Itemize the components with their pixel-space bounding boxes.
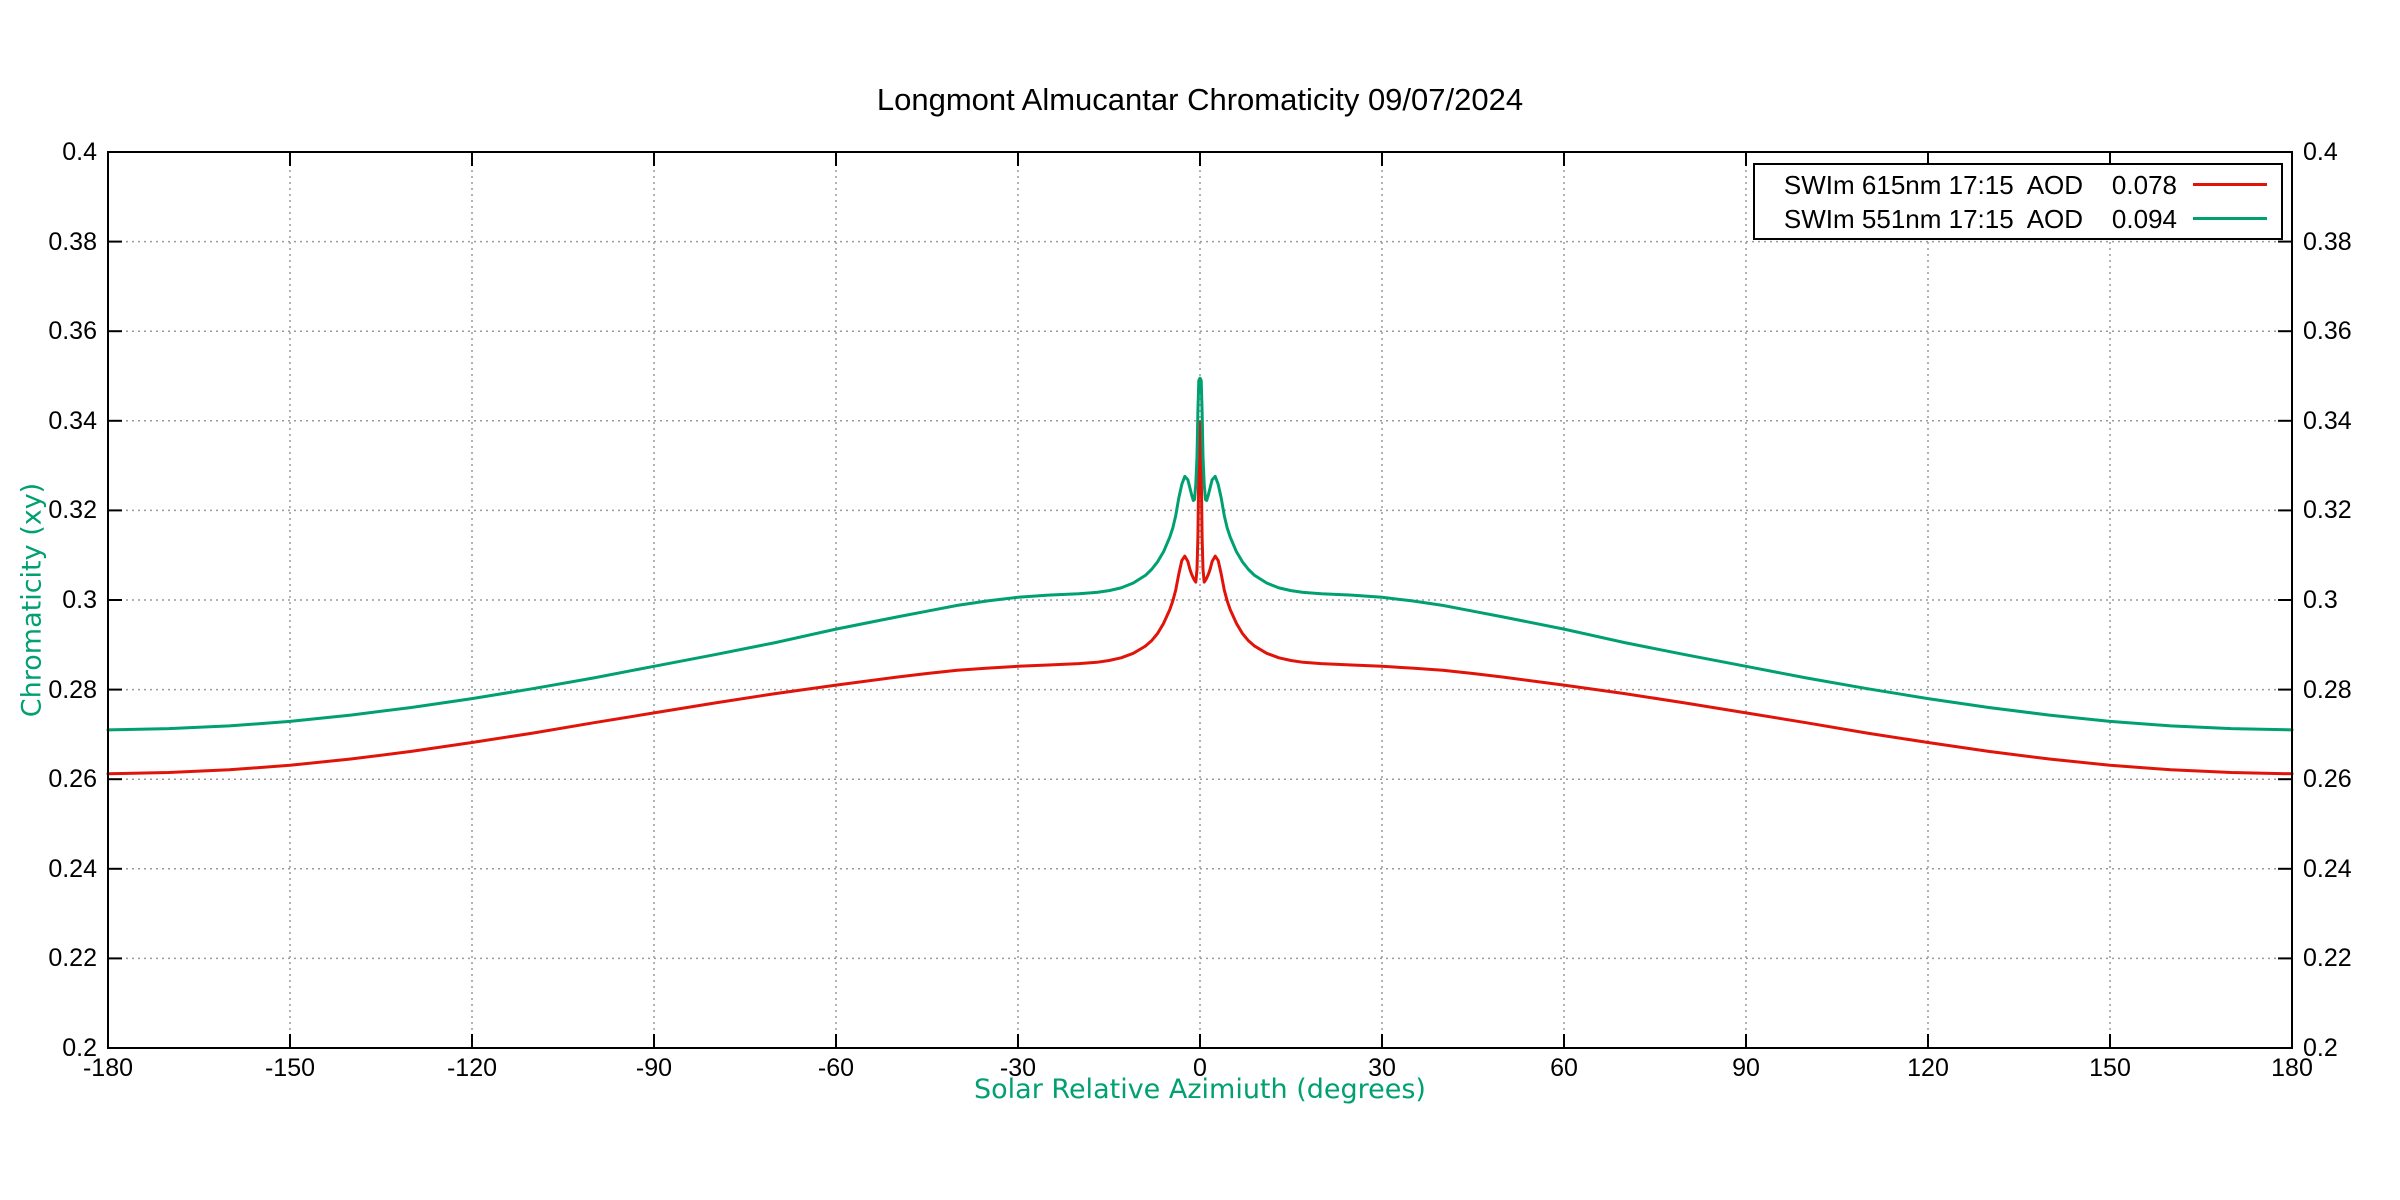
series-line-swim-551nm <box>106 376 2294 732</box>
legend-line-sample-green <box>2193 217 2267 220</box>
legend-label-615nm: SWIm 615nm 17:15 AOD 0.078 <box>1783 169 2177 200</box>
x-tick-label: -180 <box>82 1054 134 1082</box>
y-tick-label-left: 0.32 <box>48 496 97 525</box>
x-tick-label: 120 <box>1907 1054 1949 1082</box>
y-tick-label-right: 0.32 <box>2303 496 2352 525</box>
y-tick-label-right: 0.24 <box>2303 854 2352 883</box>
y-tick-label-right: 0.38 <box>2303 227 2352 256</box>
y-tick-label-left: 0.2 <box>62 1034 97 1062</box>
x-tick-label: 90 <box>1732 1054 1760 1082</box>
y-tick-label-right: 0.36 <box>2303 317 2352 346</box>
x-tick-label: -90 <box>635 1054 673 1082</box>
y-tick-label-left: 0.4 <box>62 138 97 166</box>
legend-entry-551nm: SWIm 551nm 17:15 AOD 0.094 <box>1763 202 2267 236</box>
y-tick-label-left: 0.36 <box>48 317 97 346</box>
chart-title: Longmont Almucantar Chromaticity 09/07/2… <box>876 82 1524 117</box>
legend-line-sample-red <box>2193 183 2267 186</box>
x-tick-label: -30 <box>999 1054 1037 1082</box>
y-tick-label-left: 0.3 <box>62 586 97 614</box>
series-line-swim-615nm <box>106 420 2294 776</box>
x-tick-label: 30 <box>1368 1054 1396 1082</box>
x-tick-label: -120 <box>446 1054 498 1082</box>
y-tick-label-left: 0.22 <box>48 944 97 973</box>
y-tick-label-right: 0.3 <box>2303 586 2338 614</box>
y-tick-label-left: 0.28 <box>48 675 97 704</box>
legend-entry-615nm: SWIm 615nm 17:15 AOD 0.078 <box>1763 168 2267 202</box>
y-tick-label-left: 0.24 <box>48 854 97 883</box>
x-tick-label: 150 <box>2089 1054 2131 1082</box>
legend: SWIm 615nm 17:15 AOD 0.078 SWIm 551nm 17… <box>1753 163 2283 240</box>
x-tick-label: -150 <box>264 1054 316 1082</box>
y-tick-label-left: 0.34 <box>48 406 97 435</box>
x-tick-label: 180 <box>2271 1054 2313 1082</box>
y-tick-label-right: 0.22 <box>2303 944 2352 973</box>
x-tick-label: 60 <box>1550 1054 1578 1082</box>
y-tick-label-right: 0.2 <box>2303 1034 2338 1062</box>
x-tick-label: -60 <box>817 1054 855 1082</box>
y-tick-label-right: 0.4 <box>2303 138 2338 166</box>
x-axis-label: Solar Relative Azimiuth (degrees) <box>974 1074 1426 1105</box>
legend-label-551nm: SWIm 551nm 17:15 AOD 0.094 <box>1783 203 2177 234</box>
y-tick-label-right: 0.28 <box>2303 675 2352 704</box>
y-axis-label: Chromaticity (xy) <box>16 482 48 718</box>
y-tick-label-right: 0.34 <box>2303 406 2352 435</box>
y-tick-label-right: 0.26 <box>2303 765 2352 794</box>
y-tick-label-left: 0.38 <box>48 227 97 256</box>
y-tick-label-left: 0.26 <box>48 765 97 794</box>
x-tick-label: 0 <box>1193 1054 1207 1082</box>
